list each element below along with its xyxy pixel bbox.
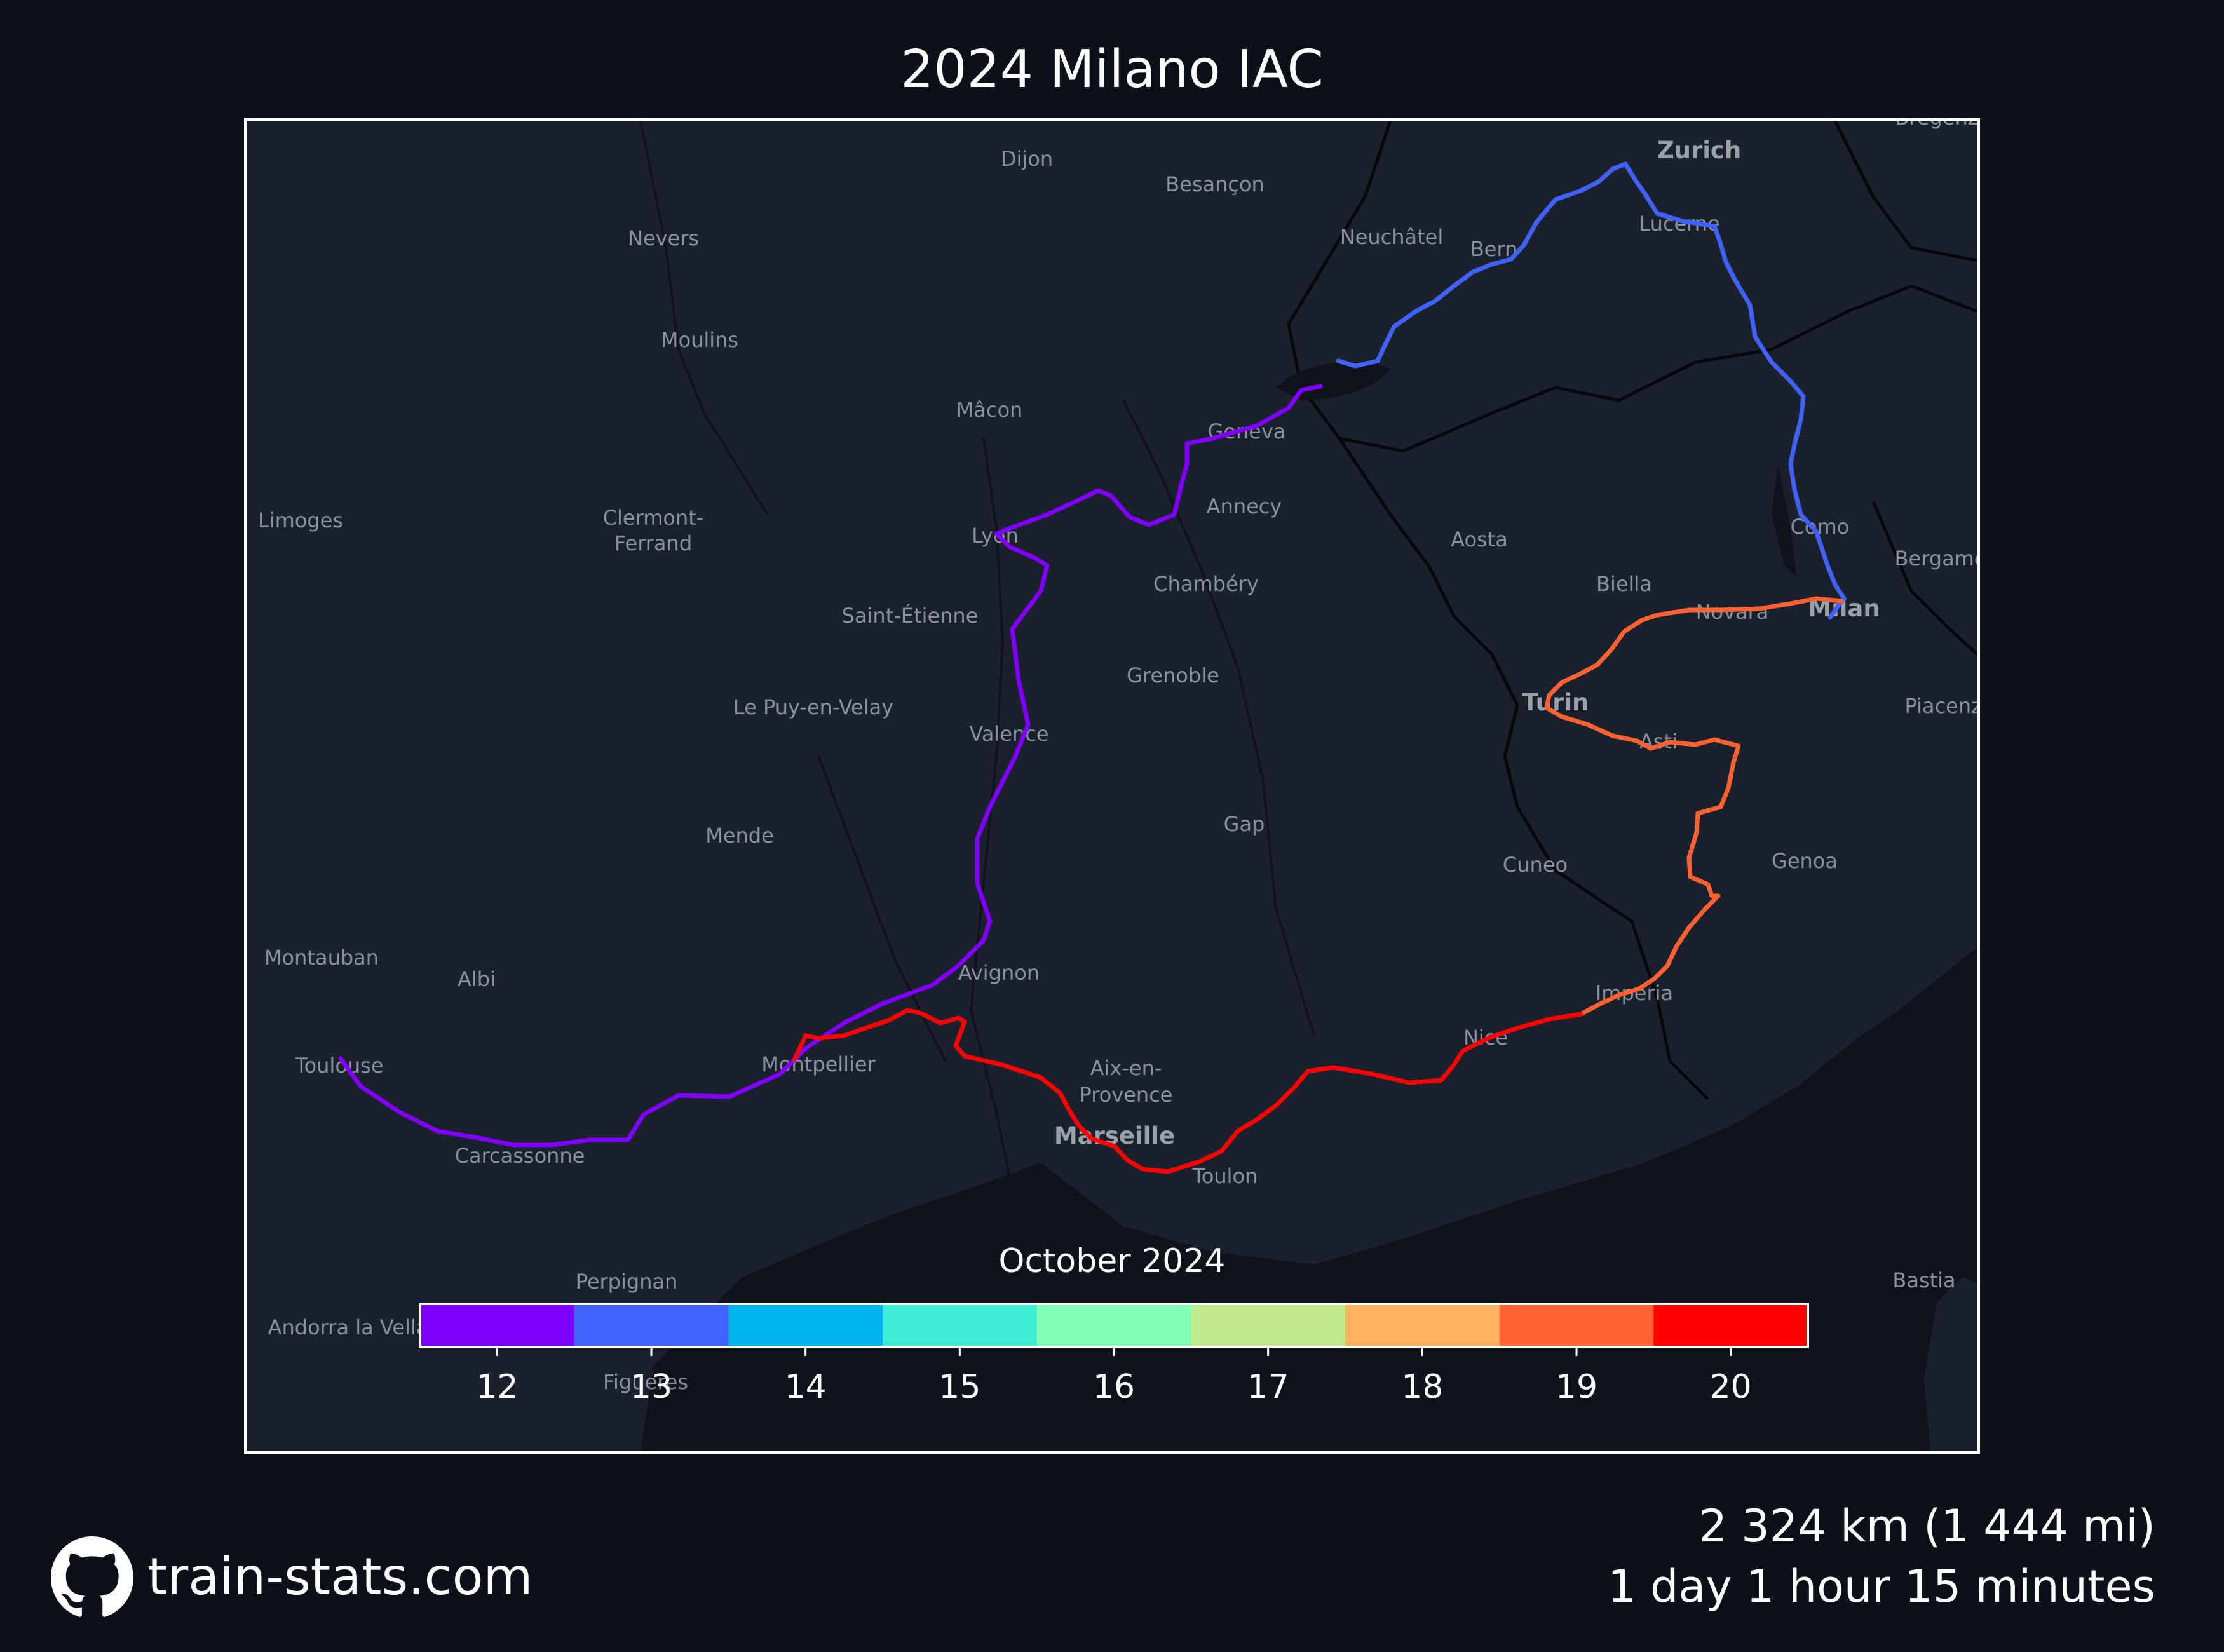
colorbar-segment (883, 1304, 1038, 1347)
colorbar-segment (1653, 1304, 1808, 1347)
city-labels: Dijon Besançon Zurich Bregenz Nevers Neu… (258, 121, 1977, 1394)
colorbar-segment (1345, 1304, 1500, 1347)
city-label: Aosta (1451, 527, 1508, 552)
github-icon[interactable] (51, 1536, 133, 1619)
city-label: Como (1791, 515, 1850, 539)
colorbar-tick-label: 18 (1401, 1368, 1443, 1406)
colorbar: 12 13 14 15 16 17 18 19 20 (419, 1303, 1809, 1406)
route-lines (338, 161, 1847, 1174)
map-title: 2024 Milano IAC (900, 39, 1324, 100)
city-label: Geneva (1208, 419, 1286, 443)
city-label: Mâcon (956, 398, 1023, 422)
colorbar-segment (574, 1304, 729, 1347)
route-day-13 (1336, 161, 1847, 620)
city-label: Ferrand (614, 531, 692, 555)
route-day-12 (338, 384, 1323, 1148)
city-label: Mende (705, 823, 774, 848)
city-label: Bern (1470, 237, 1518, 261)
country-borders (1287, 121, 1977, 1100)
colorbar-segment (1191, 1304, 1346, 1347)
city-label: Gap (1224, 812, 1265, 836)
city-label: Andorra la Vella (268, 1315, 429, 1339)
city-label: Bregenz (1895, 121, 1977, 130)
city-label: Toulon (1192, 1164, 1258, 1188)
city-label: Avignon (958, 961, 1040, 985)
colorbar-segment (1499, 1304, 1654, 1347)
colorbar-title: October 2024 (998, 1242, 1226, 1280)
lake-geneva (1276, 362, 1390, 400)
colorbar-tick-label: 13 (630, 1368, 672, 1406)
city-label: Bastia (1892, 1268, 1955, 1292)
city-label: Le Puy-en-Velay (733, 695, 893, 719)
city-label: Carcassonne (455, 1144, 585, 1168)
trip-distance: 2 324 km (1 444 mi) (1699, 1500, 2155, 1552)
trip-stats: 2 324 km (1 444 mi) 1 day 1 hour 15 minu… (1608, 1496, 2155, 1617)
city-label: Genoa (1772, 849, 1838, 873)
corsica-island (1924, 1277, 1977, 1451)
city-label: Nevers (628, 226, 699, 250)
rivers (639, 121, 1315, 1176)
city-label: Saint-Étienne (842, 604, 979, 628)
city-label: Figueres (603, 1370, 688, 1394)
colorbar-tick-label: 12 (476, 1368, 518, 1406)
colorbar-segment (1036, 1304, 1191, 1347)
city-label: Provence (1080, 1083, 1173, 1107)
city-label: Aix-en- (1090, 1056, 1162, 1080)
route-map: Dijon Besançon Zurich Bregenz Nevers Neu… (258, 121, 1977, 1451)
colorbar-segment (728, 1304, 883, 1347)
city-label: Zurich (1657, 137, 1741, 164)
city-label: Neuchâtel (1340, 225, 1444, 249)
city-label: Perpignan (576, 1269, 678, 1294)
city-label: Chambéry (1153, 572, 1259, 596)
city-label: Biella (1596, 572, 1652, 596)
colorbar-tick-label: 15 (939, 1368, 980, 1406)
colorbar-tick-label: 19 (1556, 1368, 1597, 1406)
city-label: Moulins (661, 328, 738, 352)
site-link[interactable]: train-stats.com (147, 1547, 533, 1606)
city-label: Albi (458, 967, 496, 991)
city-label: Clermont- (603, 506, 704, 530)
city-label: Annecy (1207, 494, 1282, 518)
colorbar-tick-label: 20 (1710, 1368, 1752, 1406)
city-label: Limoges (258, 508, 343, 532)
route-day-20 (792, 1008, 1583, 1174)
city-label: Dijon (1001, 147, 1053, 171)
route-day-19 (1544, 596, 1844, 1017)
map-panel[interactable]: Dijon Besançon Zurich Bregenz Nevers Neu… (244, 118, 1980, 1454)
city-label: Cuneo (1503, 853, 1568, 877)
city-label: Besançon (1165, 172, 1265, 196)
lake-como (1772, 464, 1797, 578)
city-label: Grenoble (1127, 663, 1219, 687)
colorbar-segment (420, 1304, 575, 1347)
colorbar-tick-label: 17 (1247, 1368, 1289, 1406)
colorbar-tick-label: 14 (785, 1368, 827, 1406)
city-label: Piacenza (1904, 694, 1977, 718)
trip-duration: 1 day 1 hour 15 minutes (1608, 1561, 2155, 1613)
city-label: Valence (969, 722, 1048, 746)
city-label: Bergamo (1895, 546, 1977, 571)
city-label: Montauban (264, 945, 379, 970)
colorbar-tick-label: 16 (1093, 1368, 1135, 1406)
